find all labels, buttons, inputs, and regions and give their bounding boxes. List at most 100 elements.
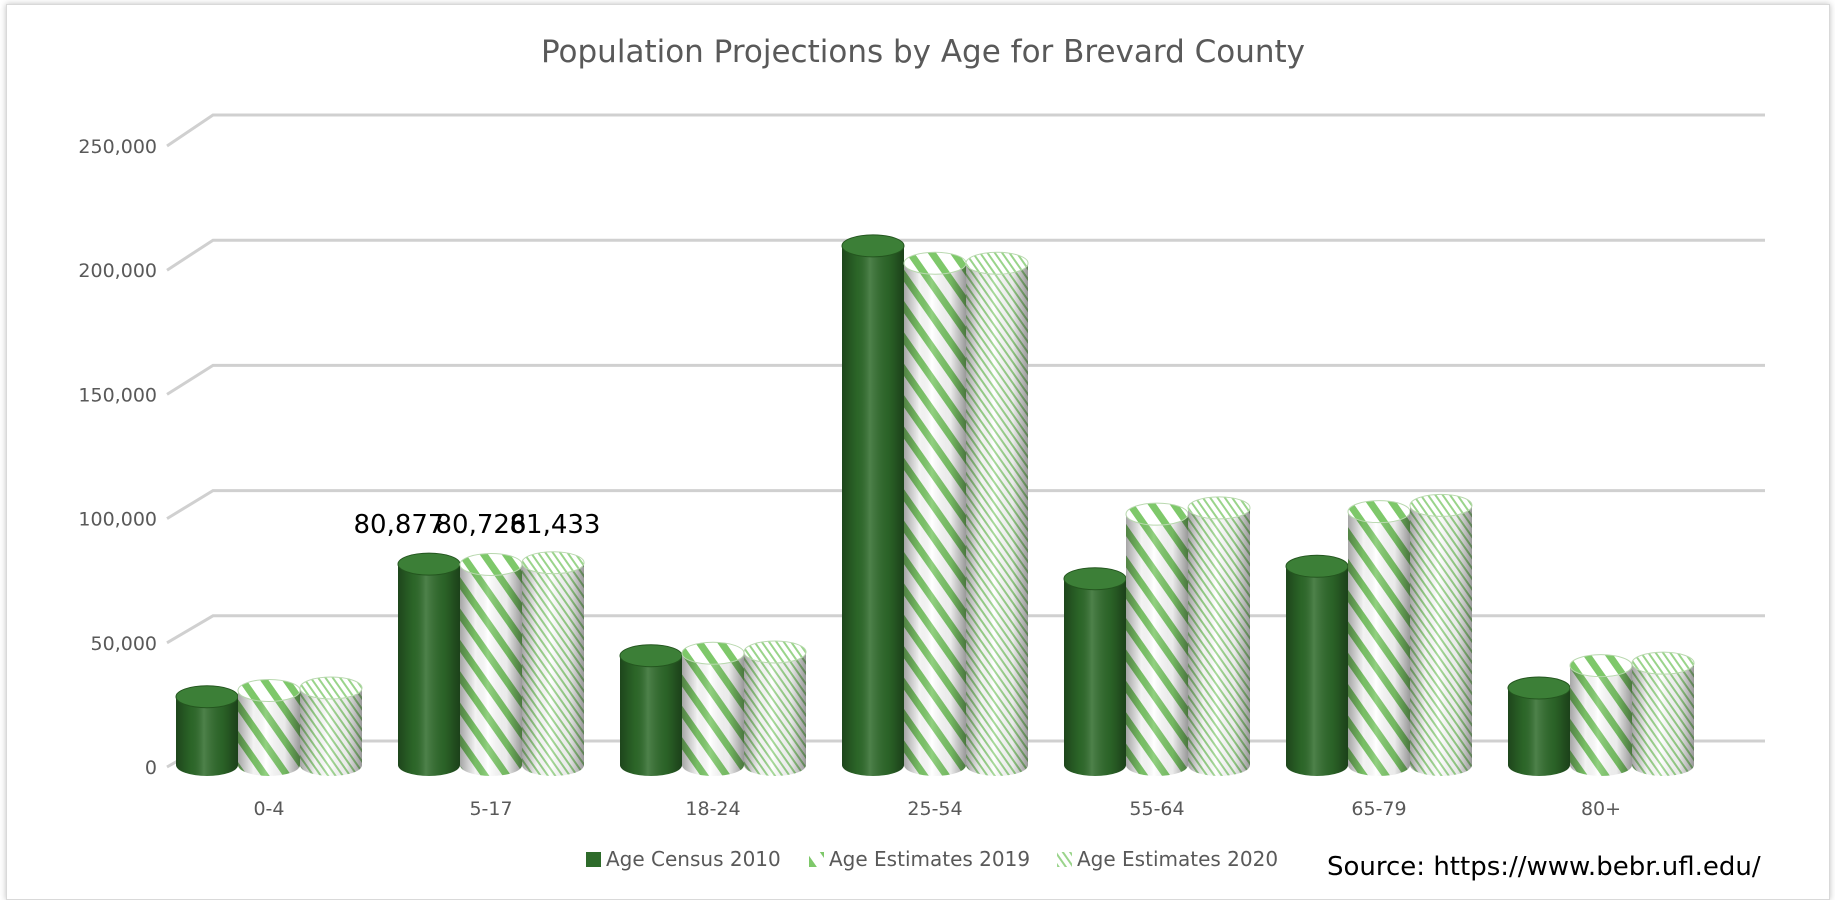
x-tick-label: 25-54 [907, 798, 962, 820]
bar-shading [1064, 578, 1126, 776]
x-tick-label: 65-79 [1351, 798, 1406, 820]
bar-shading [1348, 511, 1410, 776]
gridline [166, 238, 1765, 272]
bar [299, 676, 363, 776]
bar-top [1507, 676, 1571, 700]
bar-shading [1188, 507, 1250, 776]
bar [1063, 567, 1127, 776]
bar [841, 234, 905, 776]
bar-shading [1632, 663, 1694, 776]
bar-top [1187, 496, 1251, 520]
y-axis-tick-labels: 0 50,000 100,000 150,000 200,000 250,000 [78, 136, 157, 779]
x-tick-label: 5-17 [469, 798, 512, 820]
legend-label: Age Census 2010 [606, 847, 781, 871]
bar-shading [966, 263, 1028, 776]
bar-top [965, 251, 1029, 275]
bar-shading [238, 690, 300, 776]
bar-shading [682, 653, 744, 776]
bar [459, 552, 523, 776]
bar-shading [904, 263, 966, 776]
bar [743, 640, 807, 776]
bar [1569, 654, 1633, 776]
bar [681, 641, 745, 776]
bar-shading [842, 245, 904, 776]
y-tick-label: 150,000 [78, 384, 157, 406]
y-tick-label: 50,000 [91, 633, 157, 655]
data-label: 81,433 [510, 510, 601, 540]
bar [1125, 502, 1189, 776]
bar-top [1631, 651, 1695, 675]
x-axis-tick-labels: 0-4 5-17 18-24 25-54 55-64 65-79 80+ [253, 798, 1621, 820]
legend-label: Age Estimates 2020 [1077, 847, 1278, 871]
bar-top [521, 551, 585, 575]
chart-svg: Population Projections by Age for Brevar… [78, 34, 1765, 882]
bar [1631, 651, 1695, 776]
bar-shading [744, 651, 806, 776]
legend-swatch-wide-diagonal [809, 852, 824, 867]
bar-shading [620, 655, 682, 776]
bar-top [459, 552, 523, 576]
bar-shading [1410, 505, 1472, 776]
bar-shading [460, 564, 522, 776]
x-tick-label: 0-4 [253, 798, 284, 820]
bar-top [1063, 567, 1127, 591]
bar [1285, 554, 1349, 776]
bar-top [237, 678, 301, 702]
bar [619, 644, 683, 776]
legend: Age Census 2010 Age Estimates 2019 Age E… [586, 847, 1278, 871]
bar-top [299, 676, 363, 700]
bar-shading [398, 564, 460, 776]
legend-item-census-2010: Age Census 2010 [586, 847, 781, 871]
bar [237, 678, 301, 776]
bar-top [397, 552, 461, 576]
y-tick-label: 100,000 [78, 509, 157, 531]
bar-top [743, 640, 807, 664]
legend-label: Age Estimates 2019 [829, 847, 1030, 871]
bar [521, 551, 585, 776]
legend-swatch-fine-diagonal [1057, 852, 1072, 867]
bar-shading [176, 696, 238, 776]
bar [397, 552, 461, 776]
bar-top [1347, 500, 1411, 524]
bar-shading [1570, 665, 1632, 776]
bar-shading [522, 562, 584, 776]
bar-shading [1286, 566, 1348, 776]
bar-top [681, 641, 745, 665]
bar-top [1569, 654, 1633, 678]
bar [903, 251, 967, 776]
source-note: Source: https://www.bebr.ufl.edu/ [1327, 852, 1761, 882]
legend-item-estimates-2020: Age Estimates 2020 [1057, 847, 1278, 871]
chart-frame: Population Projections by Age for Brevar… [6, 4, 1830, 900]
data-label: 80,877 [354, 510, 445, 540]
y-tick-label: 0 [145, 757, 157, 779]
legend-swatch-solid [586, 852, 601, 867]
gridline [166, 113, 1765, 148]
gridline [166, 489, 1765, 520]
bar [1347, 500, 1411, 776]
y-tick-label: 250,000 [78, 136, 157, 158]
bar-top [1285, 554, 1349, 578]
bars [175, 234, 1695, 776]
bar [1409, 493, 1473, 776]
bar-top [841, 234, 905, 258]
bar [175, 685, 239, 776]
chart-title: Population Projections by Age for Brevar… [541, 34, 1305, 70]
bar-top [903, 251, 967, 275]
x-tick-label: 80+ [1581, 798, 1621, 820]
gridline [166, 363, 1765, 396]
bar-top [1125, 502, 1189, 526]
bar-top [1409, 493, 1473, 517]
bar-shading [1126, 514, 1188, 776]
legend-item-estimates-2019: Age Estimates 2019 [809, 847, 1030, 871]
bar-shading [300, 687, 362, 776]
bar [1187, 496, 1251, 776]
bar-top [175, 685, 239, 709]
y-tick-label: 200,000 [78, 260, 157, 282]
x-tick-label: 18-24 [685, 798, 740, 820]
bar [1507, 676, 1571, 776]
x-tick-label: 55-64 [1129, 798, 1184, 820]
data-label: 80,726 [436, 510, 527, 540]
bar-shading [1508, 687, 1570, 776]
bar [965, 251, 1029, 776]
